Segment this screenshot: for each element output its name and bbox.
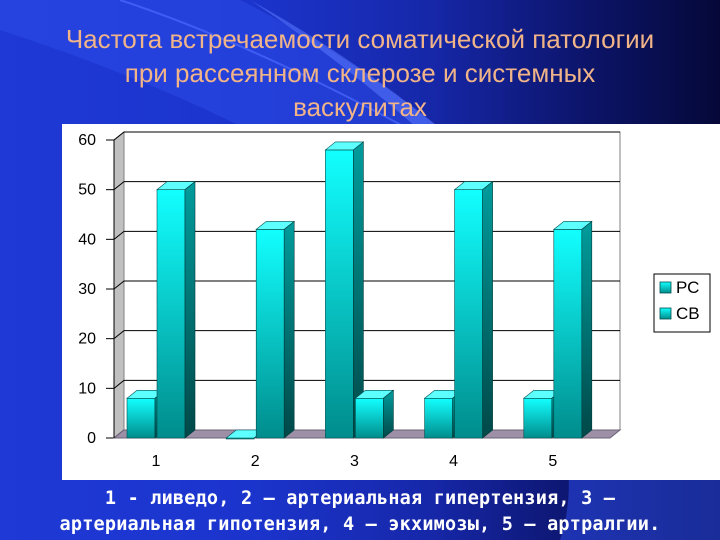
bar-side (383, 389, 394, 439)
bar-front (126, 397, 156, 439)
y-tick-label: 10 (78, 380, 96, 397)
y-tick-label: 40 (78, 231, 96, 248)
bar-side (581, 220, 593, 439)
legend-swatch (659, 281, 672, 294)
caption-line-2: артериальная гипотензия, 4 – экхимозы, 5… (59, 514, 661, 535)
gridline (113, 181, 620, 191)
bar-side (283, 220, 295, 439)
y-tick-label: 50 (78, 182, 96, 199)
y-tick-label: 20 (78, 331, 96, 348)
x-tick-label: 5 (548, 453, 557, 470)
x-tick-label: 2 (251, 453, 260, 470)
slide-title: Частота встречаемости соматической патол… (20, 22, 700, 124)
x-tick-label: 1 (152, 453, 161, 470)
legend-label: РС (676, 278, 699, 297)
bar-front (355, 397, 384, 439)
bar-side (482, 181, 493, 439)
x-tick-label: 3 (350, 453, 359, 470)
legend-label: СВ (676, 304, 700, 323)
chart-area: 0 10 20 30 40 50 60 1 2 3 4 5 РС СВ (62, 124, 720, 480)
title-line-3: васкулитах (293, 92, 427, 122)
bar-chart: 0 10 20 30 40 50 60 1 2 3 4 5 РС СВ (78, 130, 711, 470)
y-tick-label: 60 (78, 132, 96, 149)
x-tick-label: 4 (449, 453, 458, 470)
bar-front (553, 229, 583, 439)
caption-line-1: 1 - ливедо, 2 – артериальная гипертензия… (104, 488, 616, 509)
bar-front (255, 229, 285, 439)
bar-side (184, 181, 196, 439)
bar-front (454, 189, 483, 439)
bar-front (156, 189, 186, 439)
legend-swatch (659, 307, 672, 320)
y-tick-label: 0 (87, 430, 96, 447)
title-line-2: при рассеянном склерозе и системных (124, 58, 596, 88)
gridline (113, 131, 620, 141)
chart-caption: 1 - ливедо, 2 – артериальная гипертензия… (0, 486, 720, 538)
y-tick-label: 30 (78, 281, 96, 298)
bar-front (424, 397, 453, 439)
bar-front (523, 397, 553, 439)
title-line-1: Частота встречаемости соматической патол… (65, 24, 655, 54)
bar-front (325, 149, 354, 439)
